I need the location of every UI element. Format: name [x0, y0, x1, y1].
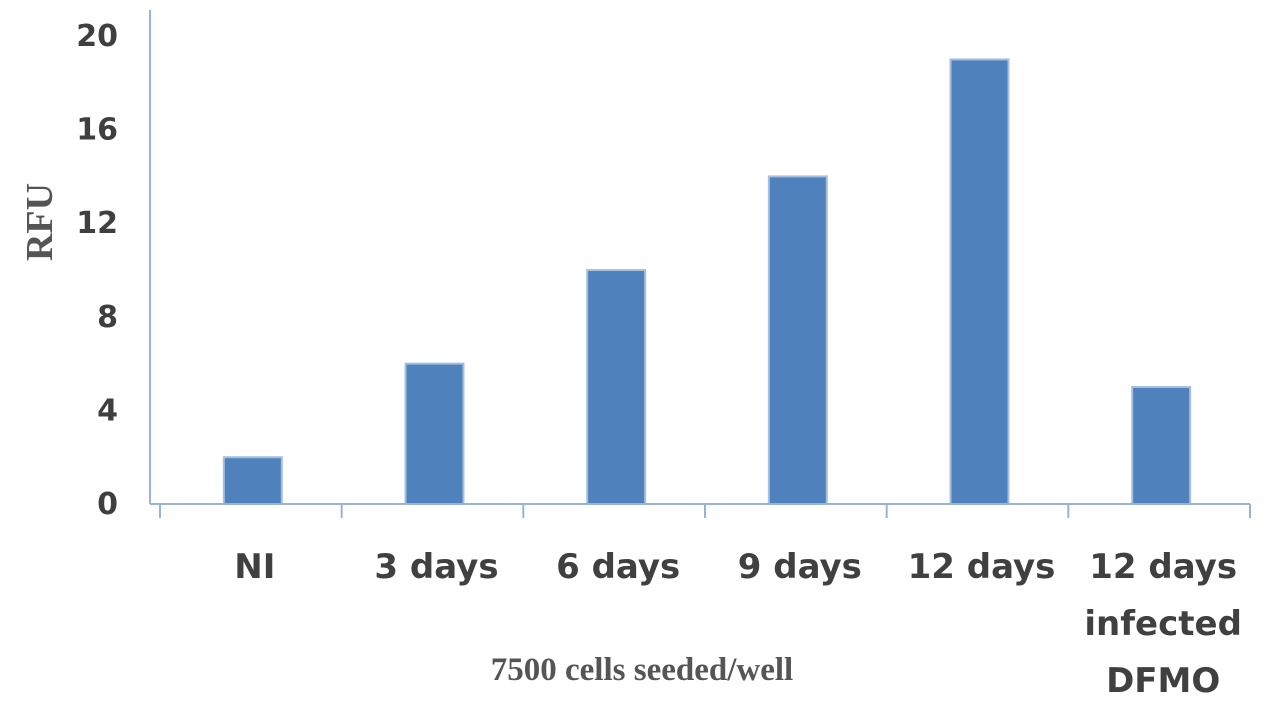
y-axis-title: RFU [19, 183, 61, 261]
y-tick-label: 12 [76, 206, 118, 241]
y-axis-title-group: RFU [19, 183, 61, 261]
axes [149, 10, 1250, 505]
bar [949, 58, 1010, 506]
y-tick-label: 4 [97, 393, 118, 428]
bar [586, 269, 647, 505]
x-axis-ticks [159, 504, 1251, 518]
x-category-label: NI [234, 547, 275, 587]
x-category-label: infected [1084, 604, 1242, 644]
bars [222, 58, 1192, 506]
x-axis-title: 7500 cells seeded/well [491, 652, 793, 688]
y-tick-label: 20 [76, 19, 118, 54]
x-category-label: 9 days [738, 547, 862, 587]
x-category-label: 6 days [556, 547, 680, 587]
y-tick-label: 16 [76, 113, 118, 148]
x-category-label: 12 days [1089, 547, 1237, 587]
bar [767, 175, 828, 505]
x-category-label: 3 days [374, 547, 498, 587]
y-tick-label: 8 [97, 300, 118, 335]
bar [1131, 386, 1192, 505]
y-tick-label: 0 [97, 487, 118, 522]
y-axis-ticks: 0 4 8 12 16 20 [76, 19, 118, 522]
bar [222, 456, 283, 506]
x-category-label: DFMO [1106, 661, 1220, 701]
x-category-label: 12 days [908, 547, 1056, 587]
bar [404, 362, 465, 505]
x-axis-category-labels: NI 3 days 6 days 9 days 12 days 12 days infect… [234, 547, 1242, 701]
